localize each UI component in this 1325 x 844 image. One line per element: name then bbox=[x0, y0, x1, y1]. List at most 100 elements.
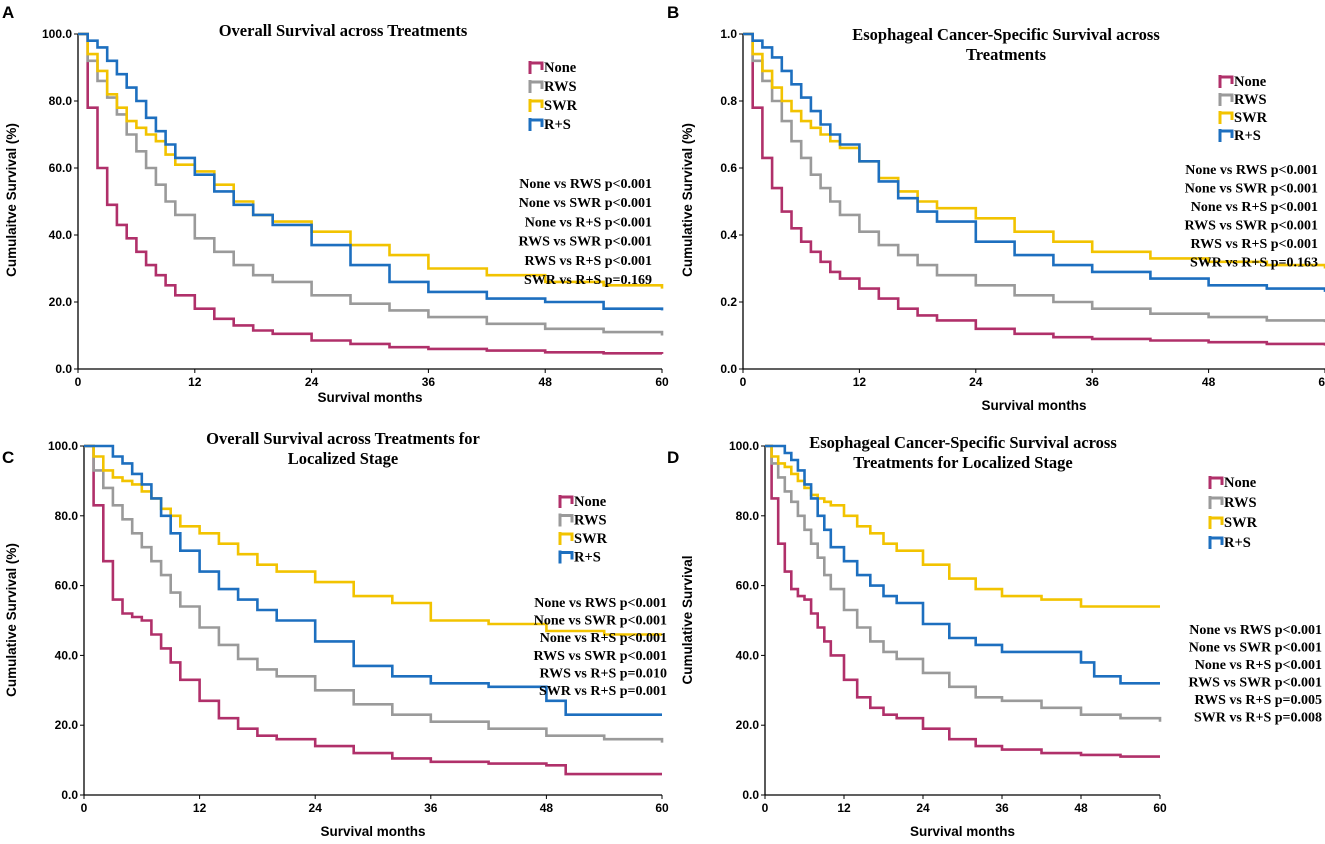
legend-label: SWR bbox=[544, 98, 578, 114]
x-tick-label: 24 bbox=[309, 801, 323, 815]
legend-label: R+S bbox=[1224, 535, 1251, 551]
panel-letter: C bbox=[2, 448, 14, 467]
legend-label: R+S bbox=[1234, 128, 1261, 144]
y-tick-label: 0.6 bbox=[720, 161, 737, 175]
survival-curve-swr bbox=[765, 444, 1160, 608]
pvalue-annotation: RWS vs R+S p=0.010 bbox=[540, 666, 668, 681]
legend-label: SWR bbox=[1224, 515, 1258, 531]
pvalue-annotation: None vs SWR p<0.001 bbox=[519, 196, 652, 211]
survival-curve-swr bbox=[84, 444, 662, 636]
legend-label: RWS bbox=[1224, 495, 1257, 511]
x-tick-label: 60 bbox=[655, 801, 669, 815]
pvalue-annotation: SWR vs R+S p=0.169 bbox=[524, 273, 652, 288]
legend-label: None bbox=[574, 494, 607, 510]
y-axis-label: Cumulative Survival (%) bbox=[4, 543, 19, 697]
panel-letter: D bbox=[667, 448, 679, 467]
panel-D: D Esophageal Cancer-Specific Survival acr… bbox=[667, 433, 1322, 839]
legend-swatch bbox=[528, 99, 544, 112]
x-axis-label: Survival months bbox=[317, 390, 422, 405]
y-tick-label: 0.4 bbox=[720, 228, 737, 242]
pvalue-annotation: None vs R+S p<0.001 bbox=[1195, 658, 1322, 673]
y-tick-label: 80.0 bbox=[49, 94, 73, 108]
x-tick-label: 36 bbox=[995, 801, 1009, 815]
pvalue-annotation: RWS vs R+S p<0.001 bbox=[525, 254, 653, 269]
legend-swatch bbox=[528, 61, 544, 74]
legend-swatch bbox=[558, 550, 574, 564]
survival-curve-none bbox=[743, 32, 1325, 346]
chart-title-line: Overall Survival across Treatments for bbox=[206, 429, 480, 448]
legend-label: RWS bbox=[544, 79, 577, 95]
pvalue-annotation: None vs RWS p<0.001 bbox=[1185, 163, 1318, 178]
survival-curve-rpluss bbox=[743, 32, 1325, 292]
pvalue-annotation: None vs SWR p<0.001 bbox=[1185, 182, 1318, 197]
y-tick-label: 0.0 bbox=[720, 362, 737, 376]
chart-title-line: Esophageal Cancer-Specific Survival acro… bbox=[809, 433, 1117, 452]
y-tick-label: 100.0 bbox=[729, 439, 759, 453]
y-tick-label: 1.0 bbox=[720, 27, 737, 41]
panel-letter: A bbox=[2, 3, 14, 22]
pvalue-annotation: RWS vs R+S p=0.005 bbox=[1195, 693, 1323, 708]
legend-label: SWR bbox=[574, 531, 608, 547]
y-axis-label: Cumulative Survival (%) bbox=[680, 123, 695, 277]
x-tick-label: 48 bbox=[539, 375, 553, 389]
pvalue-annotation: None vs SWR p<0.001 bbox=[1189, 641, 1322, 656]
y-axis-label: Cumulaitve Survival (%) bbox=[4, 123, 19, 277]
legend-label: RWS bbox=[574, 513, 607, 529]
x-tick-label: 60 bbox=[1153, 801, 1167, 815]
x-tick-label: 60 bbox=[655, 375, 669, 389]
legend-label: None bbox=[1234, 74, 1267, 90]
legend-swatch bbox=[1218, 111, 1234, 124]
legend-swatch bbox=[1208, 476, 1224, 489]
y-tick-label: 0.0 bbox=[742, 788, 759, 802]
legend-swatch bbox=[1208, 516, 1224, 529]
y-tick-label: 60.0 bbox=[736, 579, 760, 593]
panel-C: C Overall Survival across Treatments forL… bbox=[2, 429, 669, 839]
legend-swatch bbox=[558, 495, 574, 508]
legend-label: R+S bbox=[544, 117, 571, 133]
x-tick-label: 48 bbox=[540, 801, 554, 815]
survival-curve-none bbox=[78, 32, 664, 355]
legend-swatch bbox=[528, 118, 544, 131]
x-tick-label: 36 bbox=[1086, 375, 1100, 389]
chart-title-line: Esophageal Cancer-Specific Survival acro… bbox=[852, 25, 1160, 44]
x-tick-label: 12 bbox=[193, 801, 207, 815]
panel-B: B Esophageal Cancer-Specific Survival acr… bbox=[667, 3, 1325, 413]
x-tick-label: 0 bbox=[762, 801, 769, 815]
pvalue-annotation: SWR vs R+S p=0.008 bbox=[1194, 711, 1322, 726]
x-tick-label: 48 bbox=[1074, 801, 1088, 815]
x-tick-label: 0 bbox=[740, 375, 747, 389]
x-axis-label: Survival months bbox=[981, 398, 1086, 413]
survival-curve-none bbox=[84, 444, 662, 776]
legend-label: None bbox=[1224, 475, 1257, 491]
y-axis-label: Cumulative Survival bbox=[680, 555, 695, 684]
survival-curve-rpluss bbox=[78, 32, 664, 311]
y-tick-label: 40.0 bbox=[736, 648, 760, 662]
x-tick-label: 36 bbox=[422, 375, 436, 389]
x-tick-label: 12 bbox=[837, 801, 851, 815]
y-tick-label: 40.0 bbox=[49, 228, 73, 242]
legend-label: RWS bbox=[1234, 92, 1267, 108]
chart-title-line: Localized Stage bbox=[288, 449, 398, 468]
y-tick-label: 80.0 bbox=[736, 509, 760, 523]
y-tick-label: 20.0 bbox=[49, 295, 73, 309]
pvalue-annotation: RWS vs SWR p<0.001 bbox=[518, 235, 652, 250]
legend-label: None bbox=[544, 60, 577, 76]
x-tick-label: 24 bbox=[969, 375, 983, 389]
x-axis-label: Survival months bbox=[320, 824, 425, 839]
survival-curve-none bbox=[765, 444, 1160, 758]
x-tick-label: 0 bbox=[81, 801, 88, 815]
survival-curve-swr bbox=[78, 32, 664, 289]
y-tick-label: 20.0 bbox=[736, 718, 760, 732]
legend-swatch bbox=[1208, 496, 1224, 509]
x-tick-label: 36 bbox=[424, 801, 438, 815]
y-tick-label: 100.0 bbox=[48, 439, 78, 453]
x-tick-label: 24 bbox=[916, 801, 930, 815]
pvalue-annotation: None vs RWS p<0.001 bbox=[534, 596, 667, 611]
y-tick-label: 40.0 bbox=[55, 648, 79, 662]
x-tick-label: 12 bbox=[853, 375, 867, 389]
y-tick-label: 20.0 bbox=[55, 718, 79, 732]
legend-label: R+S bbox=[574, 550, 601, 566]
chart-title: Overall Survival across Treatments bbox=[219, 21, 468, 40]
y-tick-label: 0.2 bbox=[720, 295, 737, 309]
